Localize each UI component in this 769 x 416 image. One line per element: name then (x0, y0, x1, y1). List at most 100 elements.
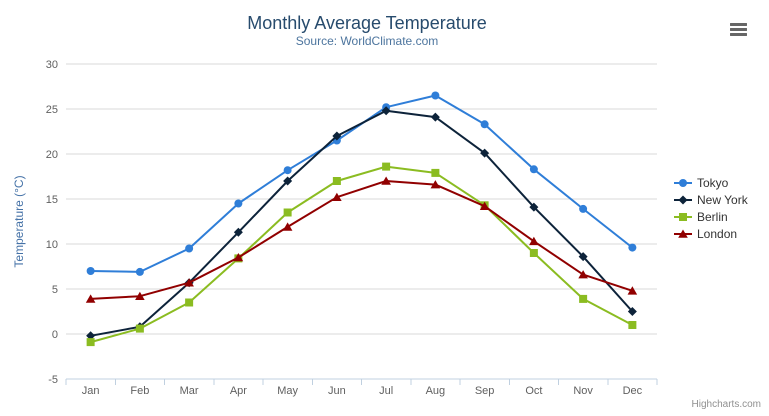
legend-marker-tokyo (679, 178, 687, 187)
y-tick-label: 25 (46, 104, 58, 116)
marker-tokyo[interactable] (135, 267, 144, 276)
legend-marker-london (678, 229, 688, 238)
marker-berlin[interactable] (135, 324, 144, 333)
x-tick-label: Mar (180, 385, 199, 397)
y-tick-label: 20 (46, 149, 58, 161)
marker-new-york[interactable] (430, 112, 440, 122)
series-line-tokyo (89, 94, 634, 273)
x-tick-label: Oct (525, 385, 542, 397)
marker-london[interactable] (479, 201, 490, 210)
marker-berlin[interactable] (185, 298, 194, 307)
marker-london[interactable] (430, 180, 441, 189)
hamburger-bar (730, 23, 747, 26)
series-line-new-york (89, 109, 634, 337)
y-tick-label: 5 (52, 284, 58, 296)
series-line-london (89, 180, 634, 300)
y-axis-title: Temperature (°C) (12, 175, 26, 267)
marker-new-york[interactable] (480, 148, 490, 158)
legend: Tokyo New York Berlin London (674, 176, 748, 244)
x-axis-labels: Jan Feb Mar Apr May Jun Jul Aug Sep Oct Nov Dec (82, 385, 643, 397)
legend-symbol-triangle (674, 229, 692, 238)
legend-marker-berlin (679, 212, 687, 221)
series-tokyo (86, 91, 637, 276)
marker-berlin[interactable] (529, 249, 538, 257)
highcharts-credit[interactable]: Highcharts.com (691, 399, 761, 410)
marker-berlin[interactable] (283, 208, 292, 217)
x-tick-label: Jan (82, 385, 100, 397)
legend-item-berlin[interactable]: Berlin (674, 209, 748, 224)
y-tick-label: -5 (48, 374, 58, 386)
marker-tokyo[interactable] (185, 244, 194, 253)
x-tick-label: Aug (426, 385, 446, 397)
marker-new-york[interactable] (86, 331, 96, 341)
hamburger-bar (730, 28, 747, 31)
y-tick-label: 10 (46, 239, 58, 251)
y-tick-label: 30 (46, 59, 58, 71)
marker-new-york[interactable] (529, 202, 539, 212)
x-tick-label: Apr (230, 385, 247, 397)
legend-label: Berlin (697, 209, 728, 224)
marker-london[interactable] (184, 278, 194, 287)
marker-berlin[interactable] (579, 294, 588, 303)
chart-subtitle: Source: WorldClimate.com (295, 34, 439, 48)
series-new-york (86, 106, 637, 341)
x-tick-label: Nov (573, 385, 593, 397)
marker-tokyo[interactable] (628, 243, 637, 252)
marker-new-york[interactable] (332, 131, 342, 141)
marker-berlin[interactable] (332, 177, 341, 185)
marker-london[interactable] (332, 192, 342, 201)
hamburger-icon[interactable] (728, 21, 749, 38)
hamburger-bar (730, 33, 747, 36)
x-tick-label: Sep (475, 385, 495, 397)
marker-berlin[interactable] (86, 338, 95, 347)
marker-tokyo[interactable] (283, 166, 292, 175)
marker-tokyo[interactable] (529, 165, 538, 174)
marker-tokyo[interactable] (234, 199, 243, 208)
y-axis-labels: -5 0 5 10 15 20 25 30 (46, 59, 58, 386)
x-tick-label: Dec (623, 385, 643, 397)
x-tick-label: Jul (379, 385, 393, 397)
marker-new-york[interactable] (627, 307, 637, 316)
x-tick-label: Jun (328, 385, 346, 397)
x-tick-label: May (277, 385, 298, 397)
marker-tokyo[interactable] (579, 204, 588, 213)
marker-tokyo[interactable] (480, 120, 489, 129)
marker-new-york[interactable] (233, 227, 243, 237)
x-tick-label: Feb (130, 385, 149, 397)
legend-marker-new-york (678, 195, 688, 204)
legend-symbol-diamond (674, 195, 692, 204)
marker-london[interactable] (529, 236, 539, 246)
legend-label: Tokyo (697, 175, 729, 190)
series-london (85, 176, 638, 303)
marker-tokyo[interactable] (86, 267, 95, 275)
chart-title: Monthly Average Temperature (247, 13, 487, 33)
marker-london[interactable] (85, 294, 96, 303)
marker-london[interactable] (627, 286, 638, 295)
marker-new-york[interactable] (283, 176, 293, 186)
marker-berlin[interactable] (431, 168, 440, 177)
y-tick-label: 0 (52, 329, 58, 341)
series-line-berlin (89, 165, 634, 344)
y-gridlines (66, 63, 657, 380)
legend-item-tokyo[interactable]: Tokyo (674, 175, 748, 190)
marker-tokyo[interactable] (431, 91, 440, 100)
marker-london[interactable] (381, 176, 391, 185)
marker-new-york[interactable] (381, 106, 391, 116)
marker-london[interactable] (135, 291, 145, 300)
marker-berlin[interactable] (628, 321, 637, 329)
x-axis (65, 378, 658, 385)
marker-berlin[interactable] (382, 162, 391, 171)
legend-symbol-square (674, 212, 692, 221)
legend-label: London (697, 226, 738, 241)
legend-symbol-circle (674, 178, 692, 187)
legend-item-new-york[interactable]: New York (674, 192, 748, 207)
marker-london[interactable] (578, 270, 588, 279)
legend-label: New York (697, 192, 748, 207)
marker-london[interactable] (233, 253, 244, 262)
marker-london[interactable] (282, 222, 293, 231)
y-tick-label: 15 (46, 194, 58, 206)
legend-item-london[interactable]: London (674, 226, 748, 241)
marker-new-york[interactable] (578, 252, 588, 262)
